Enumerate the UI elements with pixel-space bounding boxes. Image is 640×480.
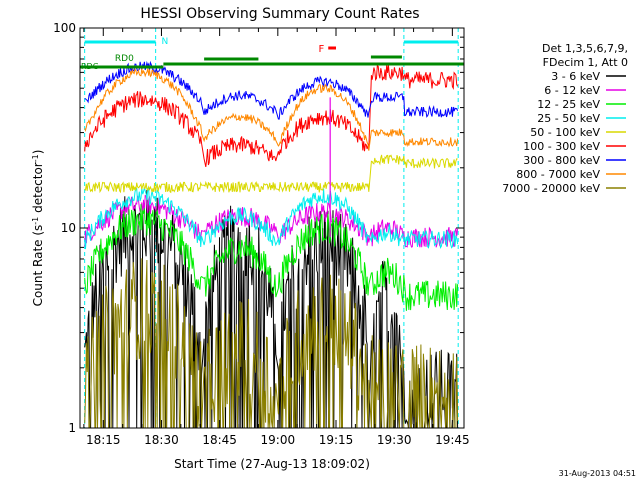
plot-area: N F RD0 RDC (80, 28, 464, 429)
series-8 (84, 258, 459, 429)
x-tick-label-4: 19:15 (319, 433, 354, 447)
x-tick-label-5: 19:30 (377, 433, 412, 447)
y-tick-label-0: 1 (68, 421, 76, 435)
legend-label-0: 3 - 6 keV (551, 70, 600, 83)
series-line-3 (84, 187, 459, 250)
legend-label-6: 300 - 800 keV (523, 154, 600, 167)
legend-label-7: 800 - 7000 keV (516, 168, 600, 181)
saa-label-2: RDC (81, 62, 99, 71)
x-axis-label: Start Time (27-Aug-13 18:09:02) (174, 457, 370, 471)
chart-title: HESSI Observing Summary Count Rates (140, 6, 419, 22)
legend-label-8: 7000 - 20000 keV (502, 182, 600, 195)
saa-label: RD0 (115, 54, 134, 64)
x-tick-label-2: 18:45 (202, 433, 237, 447)
x-tick-label-1: 18:30 (144, 433, 179, 447)
series-line-7 (84, 68, 459, 151)
legend: Det 1,3,5,6,7,9, FDecim 1, Att 0 3 - 6 k… (502, 42, 628, 195)
x-tick-label-6: 19:45 (435, 433, 470, 447)
legend-header-2: FDecim 1, Att 0 (543, 56, 628, 69)
series-line-2 (84, 204, 459, 311)
x-tick-label-0: 18:15 (86, 433, 121, 447)
legend-label-3: 25 - 50 keV (537, 112, 600, 125)
legend-label-4: 50 - 100 keV (530, 126, 600, 139)
flare-label: F (319, 44, 325, 55)
y-tick-label-1: 10 (61, 221, 76, 235)
x-tick-label-3: 19:00 (261, 433, 296, 447)
night-label: N (162, 37, 169, 47)
series-7 (84, 68, 459, 151)
flag-bars: N F RD0 RDC (80, 37, 464, 71)
y-axis-label: Count Rate (s-1 detector-1) (31, 150, 46, 307)
series-line-4 (84, 154, 458, 194)
series-line-5 (84, 64, 459, 168)
series-line-0 (84, 189, 459, 429)
timestamp: 31-Aug-2013 04:51 (559, 469, 636, 478)
legend-label-5: 100 - 300 keV (523, 140, 600, 153)
series-3 (84, 187, 459, 250)
legend-label-1: 6 - 12 keV (544, 84, 600, 97)
legend-label-2: 12 - 25 keV (537, 98, 600, 111)
legend-header-1: Det 1,3,5,6,7,9, (542, 42, 628, 55)
series-line-8 (84, 258, 459, 429)
series-4 (84, 154, 458, 194)
series-0 (84, 189, 459, 429)
y-tick-label-2: 100 (53, 21, 76, 35)
series-5 (84, 64, 459, 168)
axes: 18:15 18:30 18:45 19:00 19:15 19:30 19:45 1 10 10… (53, 21, 470, 447)
series-2 (84, 204, 459, 311)
